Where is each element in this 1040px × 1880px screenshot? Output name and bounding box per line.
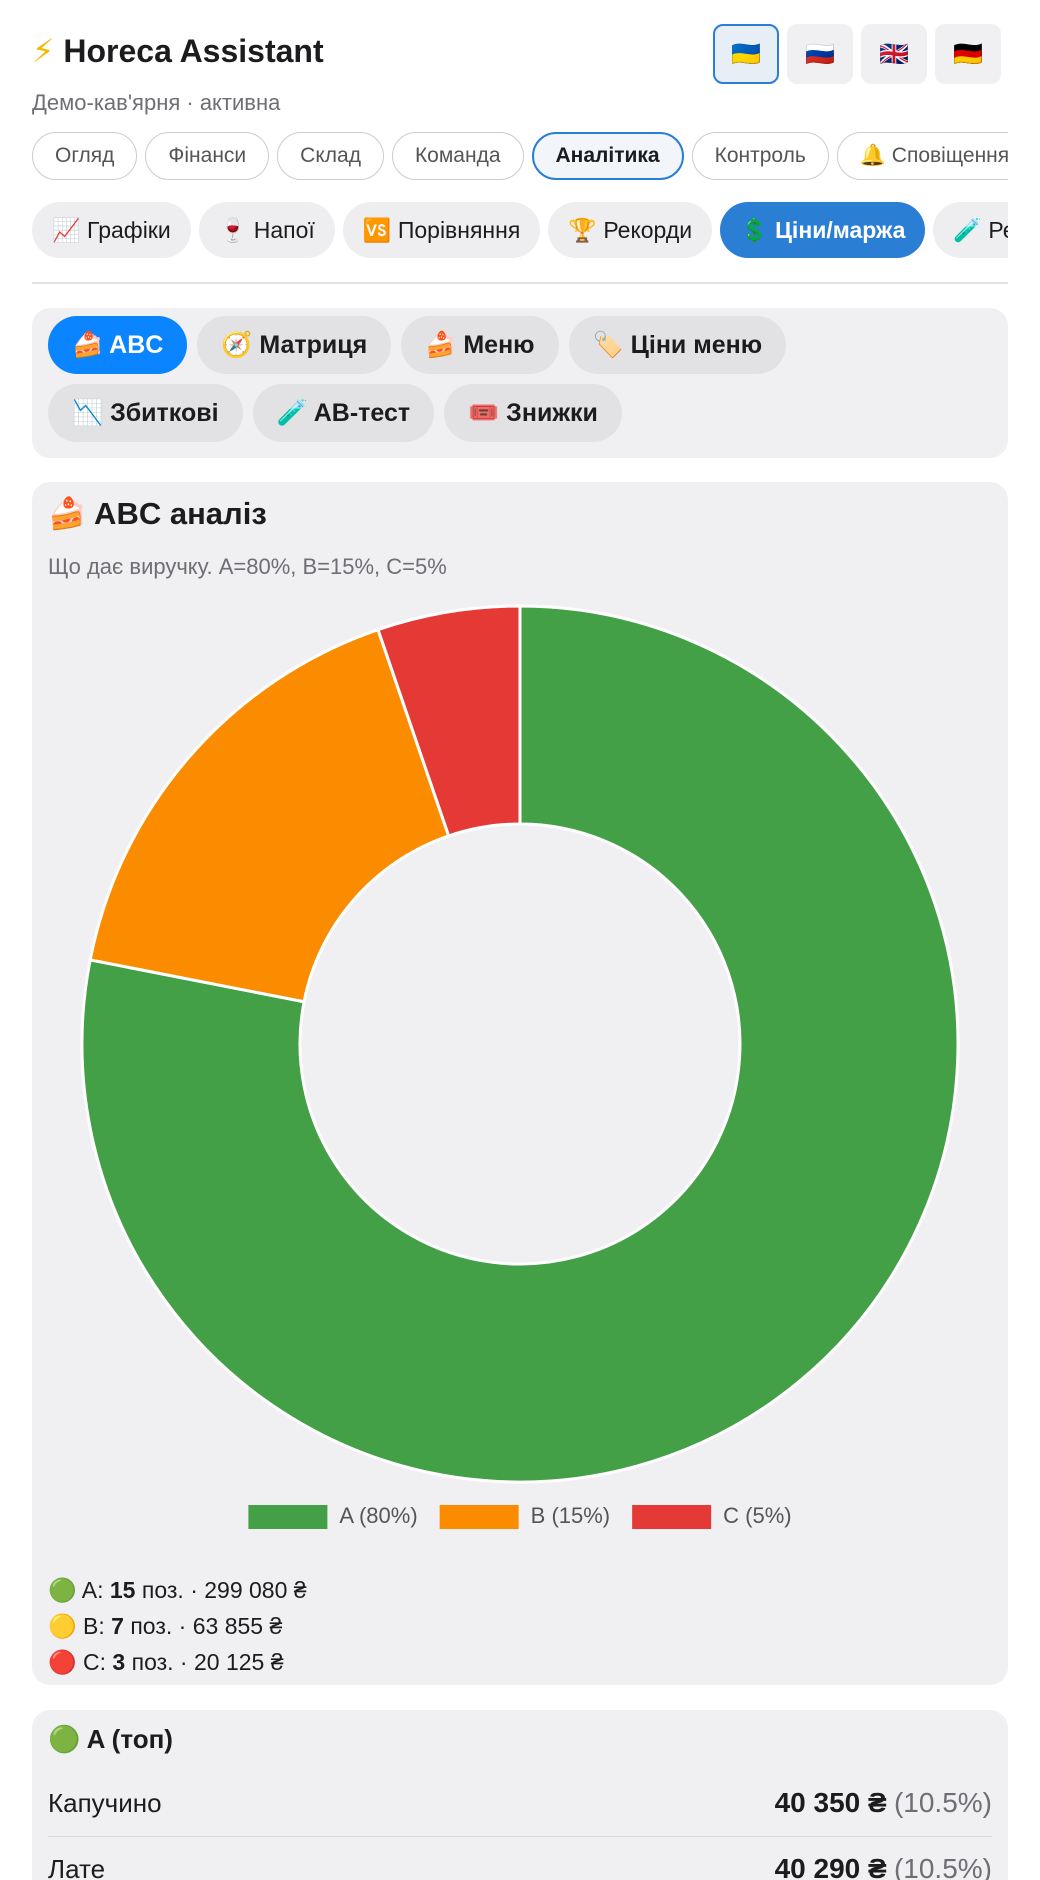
- summary: 🟢 A: 15 поз. · 299 080 ₴ 🟡 B: 7 поз. · 63…: [48, 1572, 307, 1680]
- item-amount: 40 350 ₴: [774, 1787, 887, 1818]
- summary-label: C:: [83, 1649, 107, 1675]
- language-switcher: 🇺🇦 🇷🇺 🇬🇧 🇩🇪: [713, 24, 1001, 84]
- section-panel: 🍰 ABC 🧭 Матриця 🍰 Меню 🏷️ Ціни меню 📉 Збитко…: [32, 308, 1008, 458]
- section-button[interactable]: 🧭 Матриця: [197, 316, 392, 374]
- summary-count: 15: [109, 1577, 136, 1603]
- tab[interactable]: Команда: [391, 132, 524, 180]
- subtab[interactable]: 🍷 Напої: [198, 202, 335, 258]
- tab[interactable]: Огляд: [32, 132, 138, 180]
- legend-swatch: [632, 1505, 712, 1529]
- summary-unit: поз. ·: [131, 1649, 188, 1675]
- divider: [32, 282, 1008, 284]
- subtab[interactable]: 💲 Ціни/маржа: [720, 202, 926, 258]
- item-value: 40 350 ₴ (10.5%): [775, 1787, 992, 1819]
- app-subtitle: Демо-кав'ярня · активна: [32, 90, 281, 115]
- summary-label: A:: [81, 1577, 104, 1603]
- summary-amount: 299 080 ₴: [204, 1577, 307, 1603]
- item-share: (10.5%): [893, 1787, 992, 1818]
- chart-subtitle: Що дає виручку. A=80%, B=15%, C=5%: [48, 554, 447, 579]
- language-button[interactable]: 🇬🇧: [861, 24, 927, 84]
- pie-slice: [376, 604, 522, 838]
- summary-icon: 🔴: [48, 1649, 77, 1675]
- summary-icon: 🟢: [48, 1577, 77, 1603]
- section-button[interactable]: 🧪 AB-тест: [252, 384, 435, 442]
- title-icon: ⚡: [32, 33, 55, 69]
- pie-slice: [80, 604, 960, 1484]
- summary-unit: поз. ·: [130, 1613, 187, 1639]
- tab[interactable]: 🔔 Сповіщення: [836, 132, 1008, 180]
- top-list-card: 🟢 A (топ) Капучино 40 350 ₴ (10.5%) Лате 40…: [32, 1710, 1008, 1880]
- legend-label: C (5%): [723, 1503, 791, 1528]
- chart-title: 🍰 ABC аналіз: [48, 495, 267, 531]
- item-value: 40 290 ₴ (10.5%): [775, 1853, 992, 1880]
- section-button[interactable]: 🍰 Меню: [401, 316, 559, 374]
- legend-label: A (80%): [339, 1503, 417, 1528]
- app-title: ⚡ Horeca Assistant: [32, 32, 324, 70]
- summary-icon: 🟡: [48, 1613, 77, 1639]
- language-button[interactable]: 🇷🇺: [787, 24, 853, 84]
- chart-card: 🍰 ABC аналіз Що дає виручку. A=80%, B=15…: [32, 482, 1008, 1685]
- item-name: Лате: [48, 1853, 106, 1880]
- summary-count: 7: [111, 1613, 124, 1639]
- list-row[interactable]: Лате 40 290 ₴ (10.5%): [48, 1836, 992, 1880]
- top-list-title: 🟢 A (топ): [48, 1724, 173, 1754]
- tab-bar: Огляд Фінанси Склад Команда Аналітика Контрол…: [32, 132, 1008, 180]
- section-button[interactable]: 🎟️ Знижки: [444, 384, 622, 442]
- pie-slice: [88, 627, 451, 1004]
- tab[interactable]: Фінанси: [145, 132, 270, 180]
- summary-label: B:: [83, 1613, 105, 1639]
- language-button[interactable]: 🇩🇪: [935, 24, 1001, 84]
- section-button[interactable]: 📉 Збиткові: [48, 384, 243, 442]
- tab[interactable]: Склад: [277, 132, 384, 180]
- language-button[interactable]: 🇺🇦: [713, 24, 779, 84]
- summary-unit: поз. ·: [141, 1577, 198, 1603]
- item-share: (10.5%): [893, 1853, 992, 1880]
- subtab[interactable]: 🧪 Ре: [933, 202, 1008, 258]
- title-text: Horeca Assistant: [63, 33, 324, 69]
- section-button[interactable]: 🍰 ABC: [48, 316, 188, 374]
- legend-swatch: [439, 1505, 519, 1529]
- legend-label: B (15%): [531, 1503, 610, 1528]
- item-name: Капучино: [48, 1787, 162, 1818]
- section-button[interactable]: 🏷️ Ціни меню: [568, 316, 787, 374]
- summary-count: 3: [112, 1649, 126, 1675]
- subtab-bar: 📈 Графіки 🍷 Напої 🆚 Порівняння 🏆 Рекорди 💲 Ц…: [32, 202, 1008, 258]
- summary-row: 🟢 A: 15 поз. · 299 080 ₴: [48, 1572, 307, 1608]
- list-row[interactable]: Капучино 40 350 ₴ (10.5%): [48, 1770, 992, 1837]
- subtab[interactable]: 🆚 Порівняння: [342, 202, 541, 258]
- section-buttons: 🍰 ABC 🧭 Матриця 🍰 Меню 🏷️ Ціни меню 📉 Збитко…: [48, 316, 808, 442]
- summary-row: 🟡 B: 7 поз. · 63 855 ₴: [48, 1608, 307, 1644]
- chart: 🍰 ABC аналіз Що дає виручку. A=80%, B=15…: [48, 495, 960, 1529]
- tab[interactable]: Контроль: [691, 132, 829, 180]
- legend-swatch: [248, 1505, 328, 1529]
- subtab[interactable]: 📈 Графіки: [32, 202, 191, 258]
- summary-amount: 63 855 ₴: [192, 1613, 283, 1639]
- subtab[interactable]: 🏆 Рекорди: [548, 202, 713, 258]
- item-amount: 40 290 ₴: [774, 1853, 887, 1880]
- tab[interactable]: Аналітика: [531, 132, 684, 180]
- summary-row: 🔴 C: 3 поз. · 20 125 ₴: [48, 1644, 307, 1680]
- summary-amount: 20 125 ₴: [193, 1649, 284, 1675]
